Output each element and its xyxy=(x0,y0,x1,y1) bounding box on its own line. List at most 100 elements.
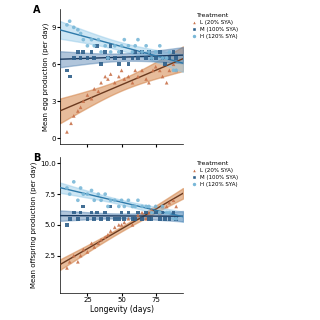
Point xyxy=(174,68,179,73)
Point xyxy=(119,49,124,54)
Point xyxy=(144,210,149,215)
Point xyxy=(126,198,131,203)
Point xyxy=(89,210,94,215)
Point xyxy=(160,74,165,79)
Point xyxy=(167,56,172,61)
Point xyxy=(99,49,104,54)
Point xyxy=(167,216,172,221)
Point xyxy=(85,43,90,48)
Legend: L (20% SYA), M (100% SYA), H (120% SYA): L (20% SYA), M (100% SYA), H (120% SYA) xyxy=(187,12,240,40)
Point xyxy=(92,198,97,203)
Point xyxy=(67,192,72,197)
Point xyxy=(112,198,117,203)
Point xyxy=(122,220,127,225)
Point xyxy=(149,216,154,221)
Point xyxy=(171,210,176,215)
Point xyxy=(150,68,156,73)
Point xyxy=(133,216,138,221)
Point xyxy=(140,49,145,54)
Point xyxy=(153,56,158,61)
Point xyxy=(140,210,145,215)
Y-axis label: Mean egg production (per day): Mean egg production (per day) xyxy=(42,22,49,131)
Point xyxy=(112,216,117,221)
Point xyxy=(105,76,110,82)
Point xyxy=(146,210,151,215)
Point xyxy=(75,108,80,114)
Point xyxy=(99,237,104,242)
Point xyxy=(149,208,154,213)
Point xyxy=(130,56,135,61)
Point xyxy=(135,74,140,79)
Point xyxy=(78,31,83,36)
Point xyxy=(144,43,149,48)
Point xyxy=(153,210,158,215)
Point xyxy=(146,80,151,85)
Point xyxy=(160,210,165,215)
Point xyxy=(112,43,117,48)
Point xyxy=(133,204,138,209)
Point xyxy=(105,216,110,221)
Point xyxy=(103,49,108,54)
Point xyxy=(92,43,97,48)
Point xyxy=(85,216,90,221)
Point xyxy=(103,43,108,48)
Point xyxy=(157,43,162,48)
Point xyxy=(94,210,100,215)
Point xyxy=(149,56,154,61)
Point xyxy=(96,89,101,94)
Point xyxy=(174,204,179,209)
Point xyxy=(126,74,131,79)
Point xyxy=(108,43,113,48)
Point xyxy=(167,68,172,73)
Point xyxy=(119,43,124,48)
Point xyxy=(67,19,72,24)
Point xyxy=(99,216,104,221)
Point xyxy=(89,37,94,42)
Point xyxy=(85,192,90,197)
Point xyxy=(81,247,86,252)
Point xyxy=(96,37,101,42)
Point xyxy=(171,49,176,54)
Point xyxy=(67,216,72,221)
Y-axis label: Mean offspring production (per day): Mean offspring production (per day) xyxy=(31,162,37,288)
Point xyxy=(103,74,108,79)
Point xyxy=(116,49,121,54)
Point xyxy=(126,216,131,221)
Point xyxy=(167,200,172,205)
Point xyxy=(135,37,140,42)
Point xyxy=(78,253,83,258)
Point xyxy=(146,204,151,209)
Point xyxy=(140,68,145,73)
Point xyxy=(174,68,179,73)
X-axis label: Longevity (days): Longevity (days) xyxy=(90,306,154,315)
Point xyxy=(85,249,90,254)
Point xyxy=(85,56,90,61)
Point xyxy=(105,56,110,61)
Point xyxy=(144,216,149,221)
Point xyxy=(171,198,176,203)
Point xyxy=(160,204,165,209)
Point xyxy=(75,216,80,221)
Point xyxy=(174,56,179,61)
Point xyxy=(112,80,117,85)
Point xyxy=(71,25,76,30)
Point xyxy=(68,121,74,126)
Point xyxy=(149,56,154,61)
Point xyxy=(81,204,86,209)
Point xyxy=(105,204,110,209)
Point xyxy=(78,210,83,215)
Point xyxy=(71,179,76,184)
Point xyxy=(157,49,162,54)
Point xyxy=(153,49,158,54)
Point xyxy=(99,198,104,203)
Point xyxy=(171,216,176,221)
Point xyxy=(78,56,83,61)
Point xyxy=(105,232,110,237)
Point xyxy=(64,68,69,73)
Point xyxy=(146,49,151,54)
Point xyxy=(119,198,124,203)
Point xyxy=(81,99,86,104)
Point xyxy=(133,216,138,221)
Point xyxy=(81,37,86,42)
Point xyxy=(75,49,80,54)
